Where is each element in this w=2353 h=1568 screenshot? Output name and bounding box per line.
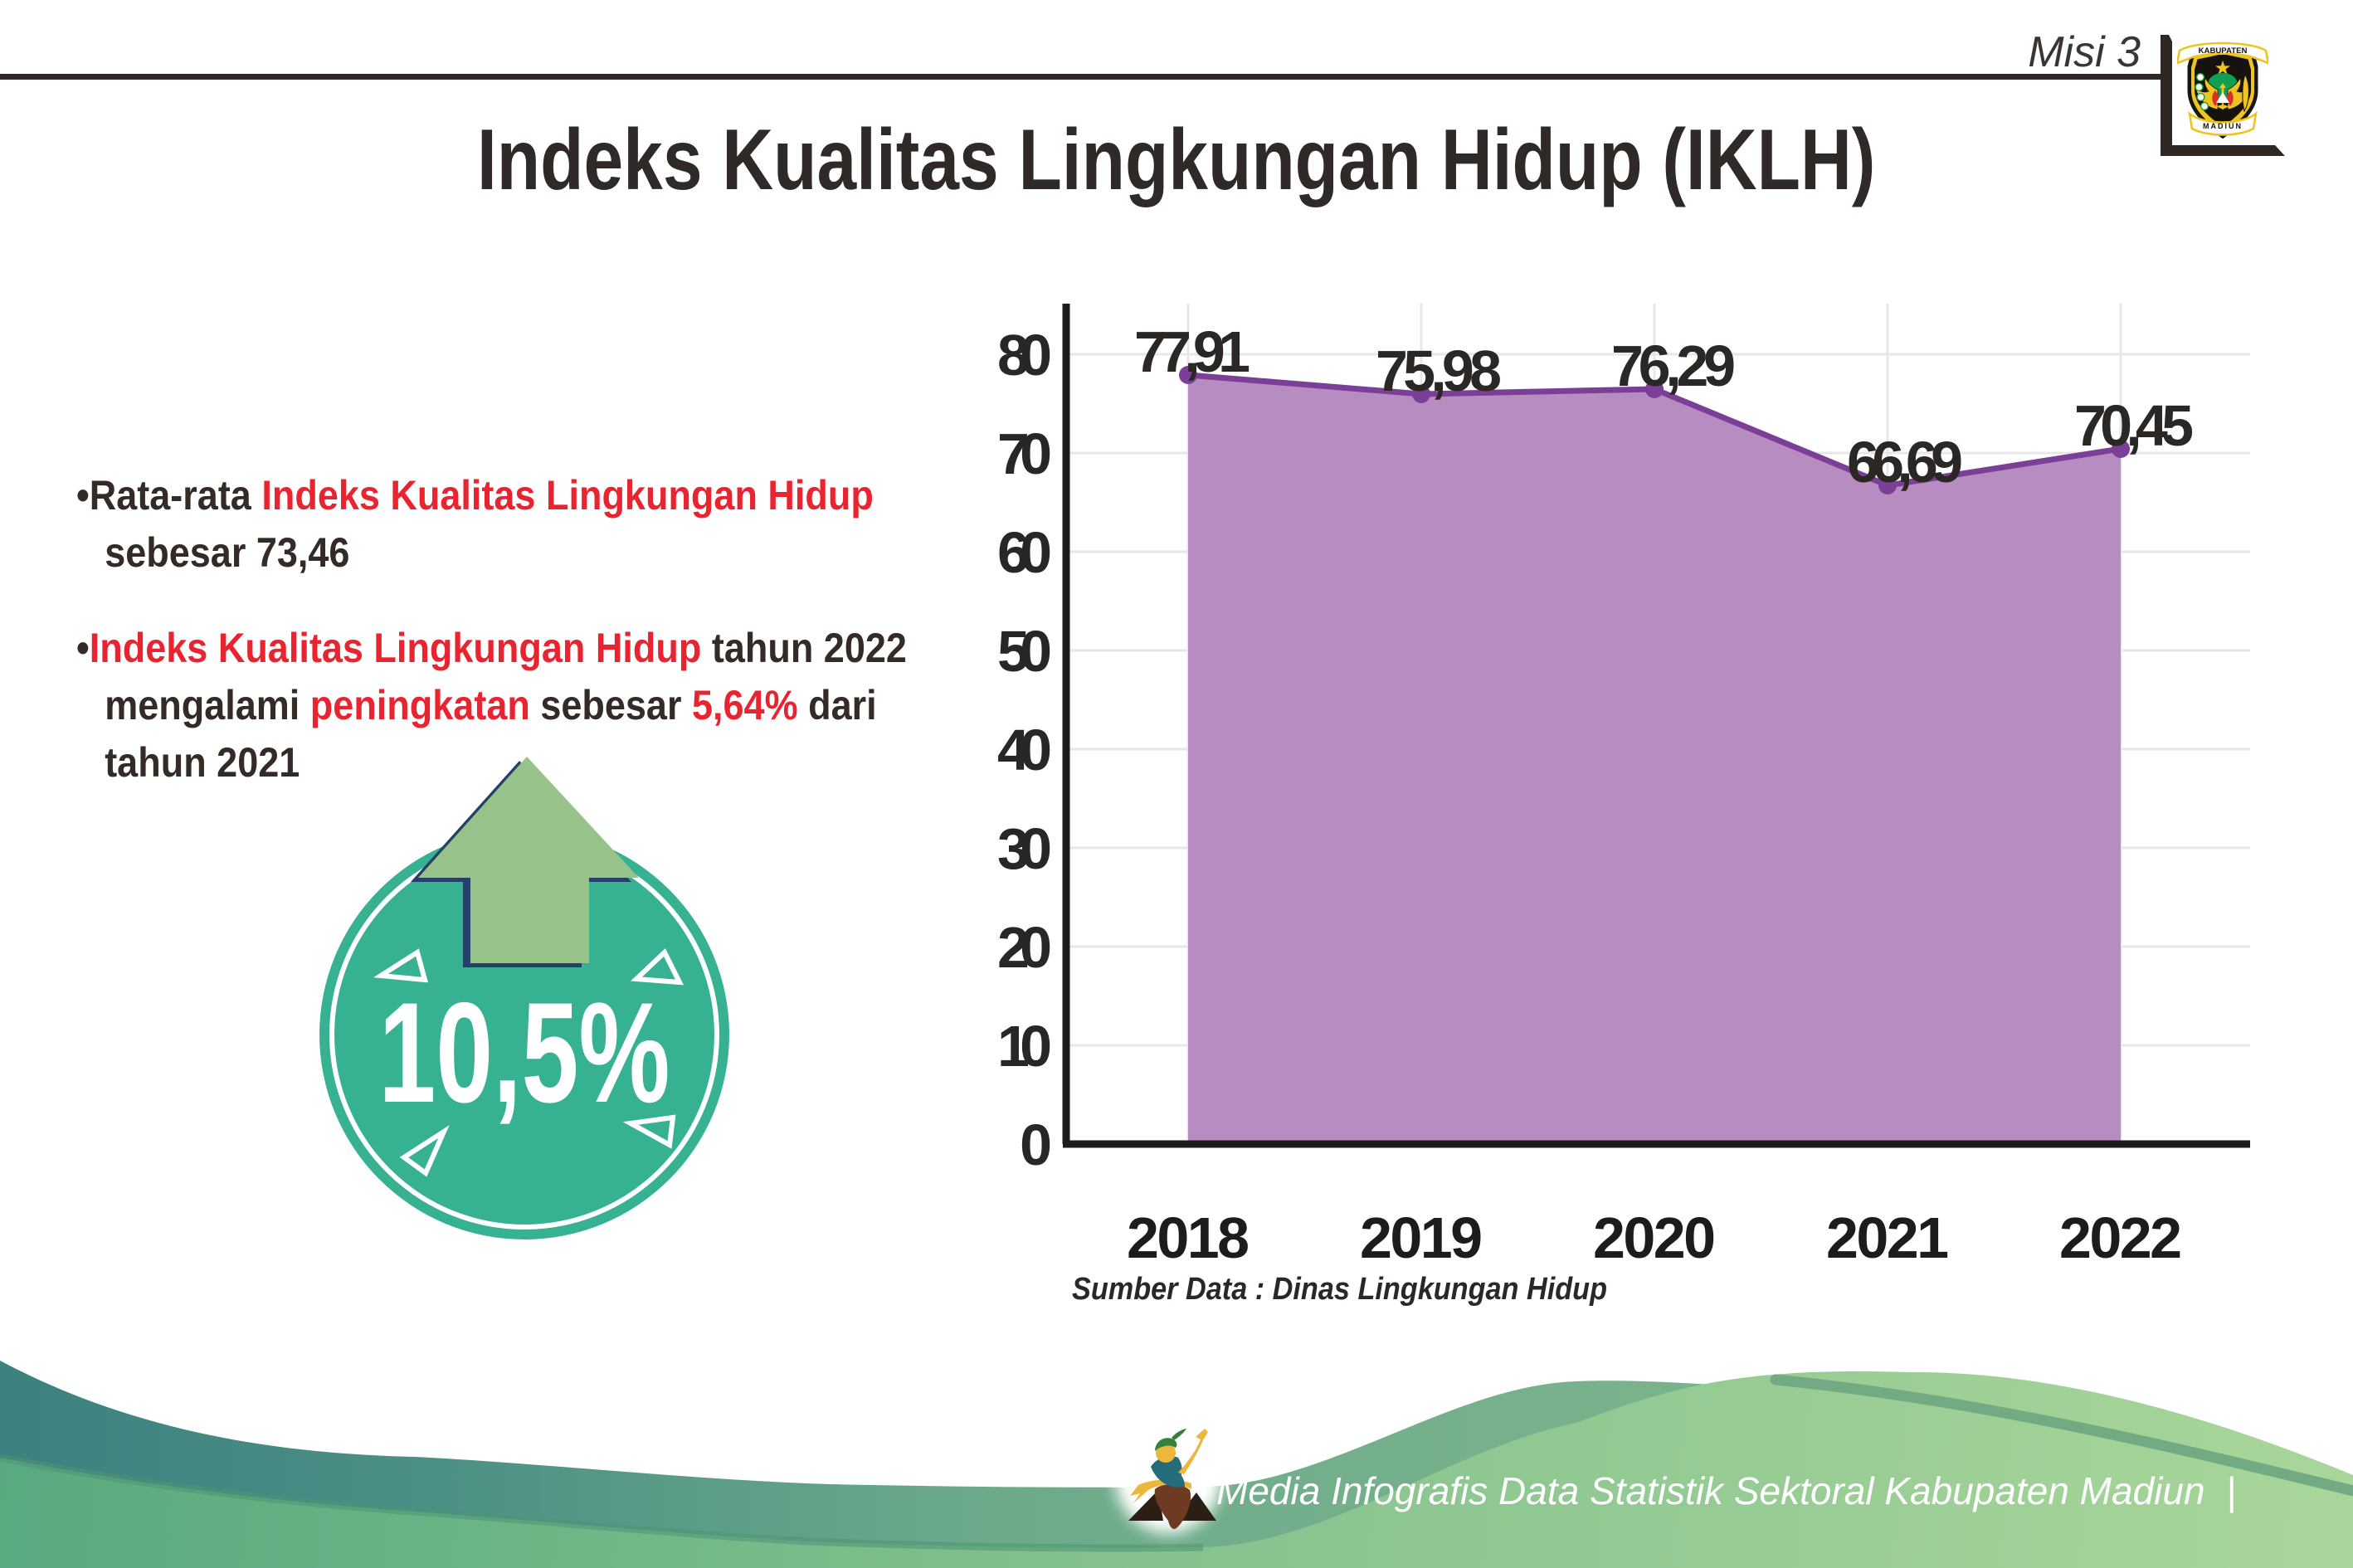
svg-text:75,98: 75,98 xyxy=(1376,338,1502,403)
svg-text:MADIUN: MADIUN xyxy=(2203,122,2243,130)
svg-text:70: 70 xyxy=(997,421,1052,486)
svg-text:76,29: 76,29 xyxy=(1611,334,1736,398)
svg-text:70,45: 70,45 xyxy=(2074,393,2194,458)
svg-text:20: 20 xyxy=(997,915,1052,980)
svg-text:Sumber Data : Dinas Lingkungan: Sumber Data : Dinas Lingkungan Hidup xyxy=(1072,1272,1607,1307)
svg-text:30: 30 xyxy=(997,816,1052,881)
svg-text:10: 10 xyxy=(997,1014,1052,1079)
svg-text:77,91: 77,91 xyxy=(1134,319,1250,384)
svg-text:2020: 2020 xyxy=(1593,1205,1716,1270)
svg-text:2019: 2019 xyxy=(1360,1205,1483,1270)
svg-text:80: 80 xyxy=(997,323,1052,387)
svg-text:2018: 2018 xyxy=(1127,1205,1250,1270)
svg-text:2022: 2022 xyxy=(2059,1205,2182,1270)
svg-text:40: 40 xyxy=(997,718,1052,782)
svg-text:0: 0 xyxy=(1020,1113,1052,1177)
svg-text:2021: 2021 xyxy=(1826,1205,1949,1270)
svg-text:10,5%: 10,5% xyxy=(378,972,670,1132)
svg-text:50: 50 xyxy=(997,619,1052,684)
svg-text:60: 60 xyxy=(997,520,1052,585)
svg-text:Media Infografis Data Statisti: Media Infografis Data Statistik Sektoral… xyxy=(1216,1469,2236,1512)
svg-text:66,69: 66,69 xyxy=(1847,430,1963,494)
svg-text:KABUPATEN: KABUPATEN xyxy=(2199,46,2248,56)
